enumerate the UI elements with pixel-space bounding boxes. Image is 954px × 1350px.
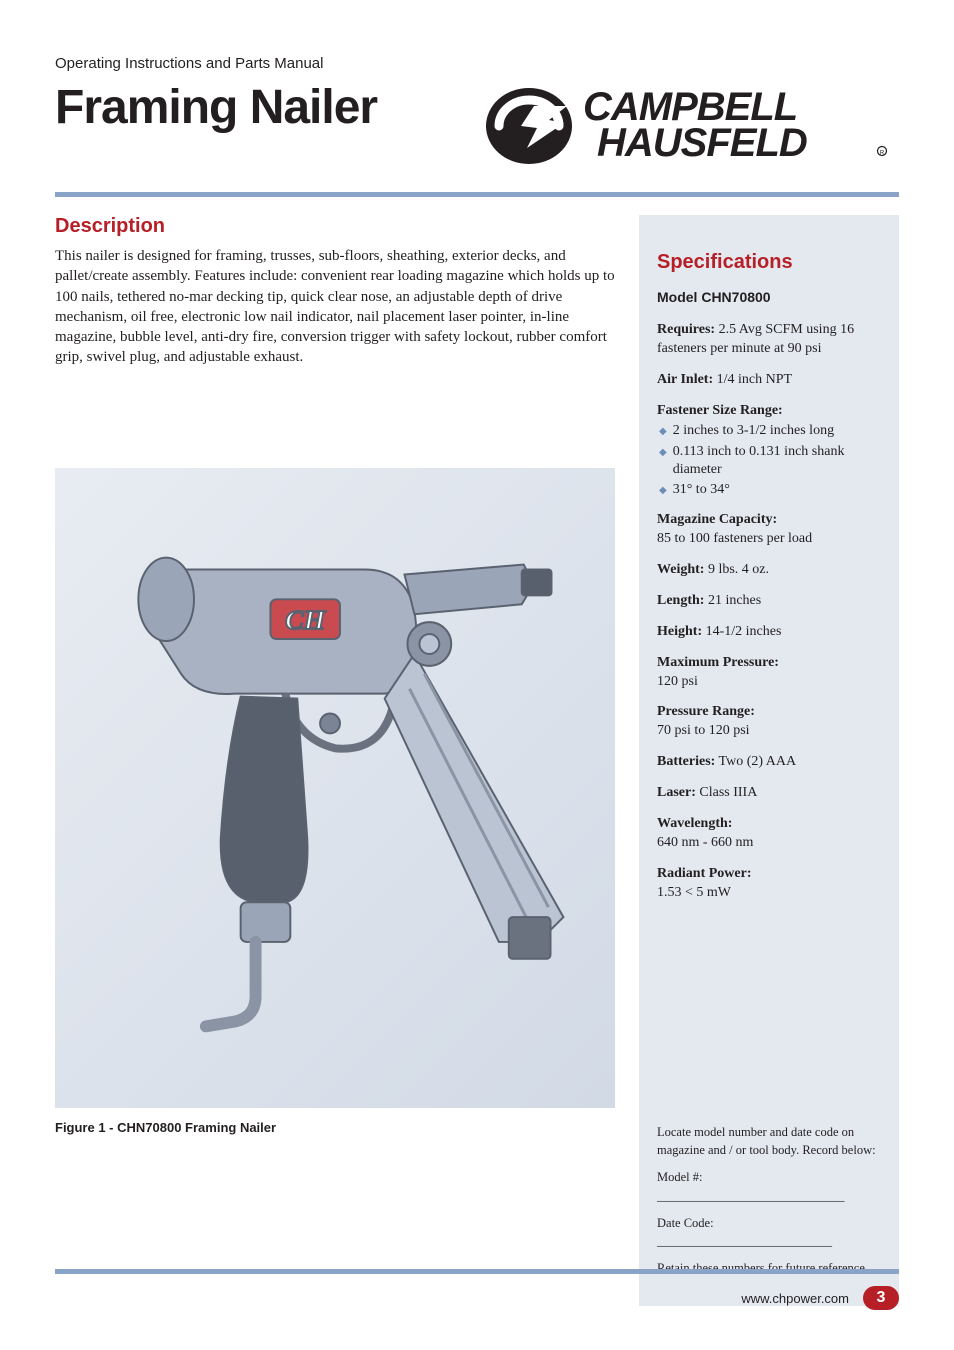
- spec-height: Height: 14-1/2 inches: [657, 623, 881, 642]
- footer-url: www.chpower.com: [741, 1291, 849, 1306]
- spec-weight: Weight: 9 lbs. 4 oz.: [657, 561, 881, 580]
- spec-fastener-range: Fastener Size Range: ◆2 inches to 3-1/2 …: [657, 402, 881, 500]
- list-item: ◆2 inches to 3-1/2 inches long: [659, 422, 881, 440]
- spec-pressure-range: Pressure Range:70 psi to 120 psi: [657, 703, 881, 741]
- page-title: Framing Nailer: [55, 80, 377, 135]
- record-locate: Locate model number and date code on mag…: [657, 1123, 881, 1161]
- nailer-illustration-icon: CH: [83, 500, 587, 1076]
- diamond-bullet-icon: ◆: [659, 446, 667, 479]
- fastener-list: ◆2 inches to 3-1/2 inches long ◆0.113 in…: [657, 422, 881, 499]
- spec-magazine-capacity: Magazine Capacity:85 to 100 fasteners pe…: [657, 511, 881, 549]
- page-number-badge: 3: [863, 1286, 899, 1310]
- specifications-sidebar: Specifications Model CHN70800 Requires: …: [639, 215, 899, 1306]
- left-column: Description This nailer is designed for …: [55, 215, 615, 1306]
- record-block: Locate model number and date code on mag…: [657, 1123, 881, 1278]
- footer: www.chpower.com 3: [55, 1269, 899, 1310]
- spec-heading: Specifications: [657, 249, 881, 276]
- spec-max-pressure: Maximum Pressure:120 psi: [657, 654, 881, 692]
- spec-radiant-power: Radiant Power:1.53 < 5 mW: [657, 865, 881, 903]
- brand-logo: CAMPBELL HAUSFELD R: [479, 78, 899, 170]
- diamond-bullet-icon: ◆: [659, 484, 667, 499]
- figure-1-image: CH: [55, 468, 615, 1108]
- top-divider: [55, 192, 899, 197]
- svg-text:R: R: [880, 151, 885, 157]
- record-model-line: Model #: ______________________________: [657, 1168, 881, 1206]
- campbell-hausfeld-logo-icon: CAMPBELL HAUSFELD R: [479, 78, 899, 170]
- svg-text:CH: CH: [285, 605, 327, 636]
- list-item: ◆0.113 inch to 0.131 inch shank diameter: [659, 443, 881, 479]
- footer-divider: [55, 1269, 899, 1274]
- record-date-line: Date Code: ____________________________: [657, 1214, 881, 1252]
- diamond-bullet-icon: ◆: [659, 425, 667, 440]
- spec-requires: Requires: 2.5 Avg SCFM using 16 fastener…: [657, 321, 881, 359]
- description-heading: Description: [55, 215, 615, 238]
- doc-subtitle: Operating Instructions and Parts Manual: [55, 55, 899, 72]
- spec-air-inlet: Air Inlet: 1/4 inch NPT: [657, 371, 881, 390]
- spec-length: Length: 21 inches: [657, 592, 881, 611]
- spec-batteries: Batteries: Two (2) AAA: [657, 753, 881, 772]
- brand-bottom-text: HAUSFELD: [597, 121, 807, 165]
- list-item: ◆31° to 34°: [659, 481, 881, 499]
- page-root: Operating Instructions and Parts Manual …: [0, 0, 954, 1346]
- header-row: Framing Nailer CAMPBELL HAUSFELD R: [55, 78, 899, 170]
- spec-laser: Laser: Class IIIA: [657, 784, 881, 803]
- description-text: This nailer is designed for framing, tru…: [55, 246, 615, 368]
- footer-row: www.chpower.com 3: [55, 1286, 899, 1310]
- content-row: Description This nailer is designed for …: [55, 215, 899, 1306]
- figure-caption: Figure 1 - CHN70800 Framing Nailer: [55, 1120, 615, 1135]
- spec-wavelength: Wavelength:640 nm - 660 nm: [657, 815, 881, 853]
- spec-model: Model CHN70800: [657, 288, 881, 307]
